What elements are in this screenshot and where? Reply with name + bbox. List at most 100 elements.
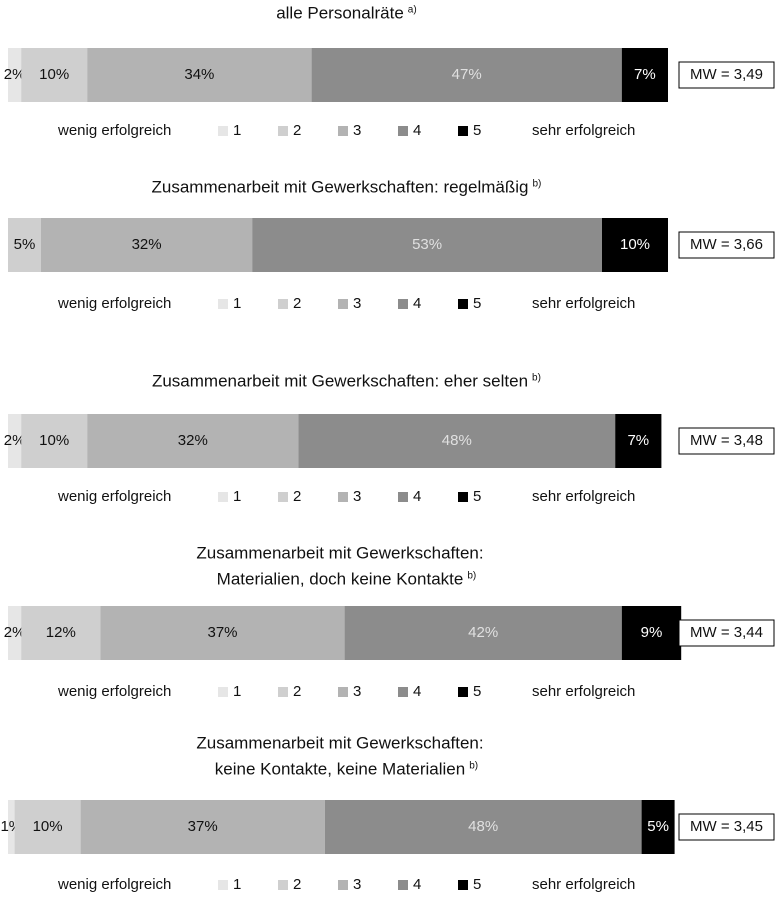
bar-segment <box>621 48 668 102</box>
bar-segment <box>87 414 299 468</box>
legend-label: 2 <box>293 295 301 312</box>
legend-swatch <box>398 299 408 309</box>
value-label: 32% <box>178 432 208 449</box>
bar-segment <box>8 414 22 468</box>
bar-segment <box>80 800 325 854</box>
bar-segment <box>100 606 345 660</box>
legend-swatch <box>458 880 468 890</box>
bar-segment <box>8 606 22 660</box>
legend-label: 2 <box>293 122 301 139</box>
value-label: 2% <box>4 624 26 641</box>
legend-label: 5 <box>473 488 481 505</box>
legend-swatch <box>278 880 288 890</box>
legend-swatch <box>398 880 408 890</box>
bar-segment <box>621 606 682 660</box>
mean-box <box>678 427 775 455</box>
bar-segment <box>344 606 622 660</box>
legend-label: 1 <box>233 876 241 893</box>
legend-label: 1 <box>233 122 241 139</box>
value-label: 48% <box>442 432 472 449</box>
legend-label: 4 <box>413 488 421 505</box>
mean-label: MW = 3,44 <box>690 624 763 641</box>
legend-swatch <box>278 299 288 309</box>
value-label: 10% <box>39 432 69 449</box>
chart-title: Zusammenarbeit mit Gewerkschaften: eher … <box>152 371 528 390</box>
legend-swatch <box>278 126 288 136</box>
value-label: 10% <box>620 236 650 253</box>
legend-label: 4 <box>413 683 421 700</box>
bar-segment <box>14 800 81 854</box>
legend-swatch <box>338 126 348 136</box>
legend-label: 4 <box>413 295 421 312</box>
bar-segment <box>8 218 41 272</box>
chart-title: keine Kontakte, keine Materialien <box>215 759 465 778</box>
legend-left: wenig erfolgreich <box>57 683 171 700</box>
title-note: b) <box>532 179 541 190</box>
mean-label: MW = 3,45 <box>690 818 763 835</box>
bar-segment <box>641 800 675 854</box>
bar-segment <box>21 48 88 102</box>
legend-swatch <box>278 492 288 502</box>
bar-segment <box>41 218 253 272</box>
legend-label: 3 <box>353 876 361 893</box>
legend-right: sehr erfolgreich <box>532 488 635 505</box>
legend-right: sehr erfolgreich <box>532 122 635 139</box>
mean-box <box>678 61 775 89</box>
legend-swatch <box>218 126 228 136</box>
legend-label: 5 <box>473 295 481 312</box>
value-label: 37% <box>188 818 218 835</box>
bar-segment <box>602 218 668 272</box>
mean-label: MW = 3,49 <box>690 66 763 83</box>
legend-label: 5 <box>473 876 481 893</box>
legend-left: wenig erfolgreich <box>57 122 171 139</box>
legend-swatch <box>458 492 468 502</box>
bar-segment <box>8 800 15 854</box>
value-label: 53% <box>412 236 442 253</box>
legend-label: 4 <box>413 876 421 893</box>
legend-swatch <box>458 687 468 697</box>
legend-left: wenig erfolgreich <box>57 876 171 893</box>
legend-swatch <box>338 687 348 697</box>
chart-title: Materialien, doch keine Kontakte <box>217 569 464 588</box>
legend-swatch <box>218 880 228 890</box>
bar-segment <box>87 48 312 102</box>
legend-swatch <box>278 687 288 697</box>
legend-label: 2 <box>293 683 301 700</box>
legend-label: 2 <box>293 876 301 893</box>
legend-label: 3 <box>353 295 361 312</box>
bar-segment <box>298 414 616 468</box>
legend-right: sehr erfolgreich <box>532 295 635 312</box>
legend-label: 1 <box>233 295 241 312</box>
value-label: 7% <box>634 66 656 83</box>
mean-box <box>678 813 775 841</box>
legend-swatch <box>338 492 348 502</box>
mean-label: MW = 3,66 <box>690 236 763 253</box>
bar-segment <box>21 606 101 660</box>
value-label: 2% <box>4 66 26 83</box>
legend-label: 3 <box>353 122 361 139</box>
legend-right: sehr erfolgreich <box>532 876 635 893</box>
chart-title: alle Personalräte <box>276 3 404 22</box>
value-label: 32% <box>132 236 162 253</box>
title-note: a) <box>408 5 417 16</box>
value-label: 10% <box>33 818 63 835</box>
title-note: b) <box>469 761 478 772</box>
bar-segment <box>615 414 662 468</box>
value-label: 5% <box>647 818 669 835</box>
bar-segment <box>311 48 622 102</box>
legend-left: wenig erfolgreich <box>57 488 171 505</box>
legend-right: sehr erfolgreich <box>532 683 635 700</box>
mean-label: MW = 3,48 <box>690 432 763 449</box>
legend-swatch <box>458 299 468 309</box>
value-label: 10% <box>39 66 69 83</box>
value-label: 7% <box>627 432 649 449</box>
legend-label: 1 <box>233 683 241 700</box>
bar-segment <box>324 800 642 854</box>
bar-segment <box>21 414 88 468</box>
value-label: 5% <box>14 236 36 253</box>
legend-swatch <box>458 126 468 136</box>
legend-swatch <box>398 492 408 502</box>
chart-title: Zusammenarbeit mit Gewerkschaften: <box>196 543 483 562</box>
mean-box <box>678 619 775 647</box>
